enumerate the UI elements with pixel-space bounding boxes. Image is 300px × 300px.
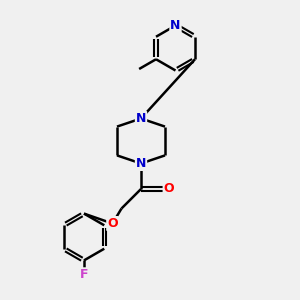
- Text: O: O: [164, 182, 174, 196]
- Text: N: N: [170, 19, 181, 32]
- Text: N: N: [136, 112, 146, 125]
- Text: N: N: [136, 157, 146, 170]
- Text: F: F: [80, 268, 88, 281]
- Text: O: O: [107, 217, 118, 230]
